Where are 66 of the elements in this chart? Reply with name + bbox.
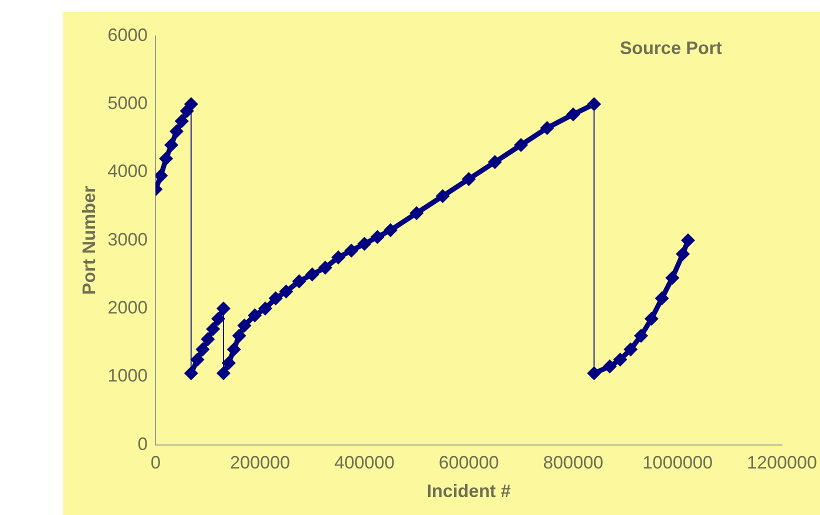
x-tick-label: 1000000 — [642, 452, 713, 473]
point — [212, 312, 224, 325]
x-axis-title: Incident # — [426, 481, 511, 502]
point — [160, 152, 172, 165]
x-tick-label: 0 — [150, 452, 161, 473]
point — [270, 292, 282, 304]
y-tick-label: 3000 — [108, 229, 148, 250]
point — [259, 302, 272, 315]
x-tick-label: 200000 — [230, 452, 290, 473]
point — [233, 330, 246, 342]
point — [280, 286, 292, 298]
point — [682, 234, 694, 246]
y-tick-label: 2000 — [108, 298, 148, 318]
point — [645, 312, 658, 325]
point — [410, 207, 423, 220]
point — [228, 343, 240, 356]
point — [165, 139, 178, 152]
x-tick-label: 800000 — [543, 452, 604, 473]
x-tick-label: 400000 — [334, 452, 394, 473]
point — [176, 115, 188, 128]
point — [217, 302, 230, 315]
point — [185, 367, 198, 380]
y-axis-title: Port Number — [78, 186, 99, 295]
point — [293, 275, 306, 288]
point — [676, 248, 689, 260]
point — [306, 268, 318, 280]
point — [488, 156, 501, 168]
point — [666, 272, 678, 284]
point — [217, 367, 230, 380]
y-tick-label: 5000 — [108, 93, 148, 114]
point — [319, 262, 332, 274]
point — [614, 354, 626, 366]
point — [156, 170, 167, 182]
point — [202, 333, 214, 346]
point — [604, 360, 616, 372]
point — [170, 125, 183, 138]
point — [180, 104, 193, 117]
point — [624, 343, 637, 356]
point — [185, 98, 198, 110]
point — [207, 322, 220, 335]
point — [567, 108, 580, 120]
point — [541, 122, 554, 134]
y-tick-label: 4000 — [108, 161, 148, 182]
point — [436, 190, 449, 202]
point — [222, 357, 235, 370]
point — [635, 330, 648, 342]
y-tick-label: 0 — [138, 434, 148, 454]
y-tick-label: 6000 — [108, 24, 148, 45]
point — [384, 224, 397, 236]
point — [514, 139, 527, 152]
point — [238, 320, 250, 332]
point — [358, 238, 370, 250]
point — [588, 367, 600, 380]
point — [191, 354, 204, 366]
point — [196, 343, 209, 356]
x-tick-label: 1200000 — [746, 452, 817, 473]
x-tick-label: 600000 — [438, 452, 499, 473]
point — [656, 292, 668, 304]
point — [588, 98, 600, 110]
chart-title: Source Port — [620, 38, 722, 58]
point — [332, 251, 344, 264]
point — [248, 309, 261, 322]
point — [371, 230, 384, 243]
y-tick-label: 1000 — [108, 366, 148, 386]
point — [462, 173, 475, 186]
point — [345, 244, 358, 257]
